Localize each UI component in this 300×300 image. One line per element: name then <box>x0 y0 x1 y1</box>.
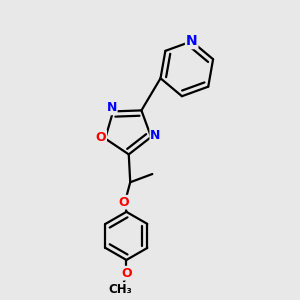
Text: N: N <box>150 129 161 142</box>
Text: N: N <box>106 101 117 114</box>
Text: O: O <box>95 130 106 144</box>
Text: CH₃: CH₃ <box>109 283 132 296</box>
Text: O: O <box>118 196 129 209</box>
Text: O: O <box>121 267 132 280</box>
Text: N: N <box>186 34 197 48</box>
